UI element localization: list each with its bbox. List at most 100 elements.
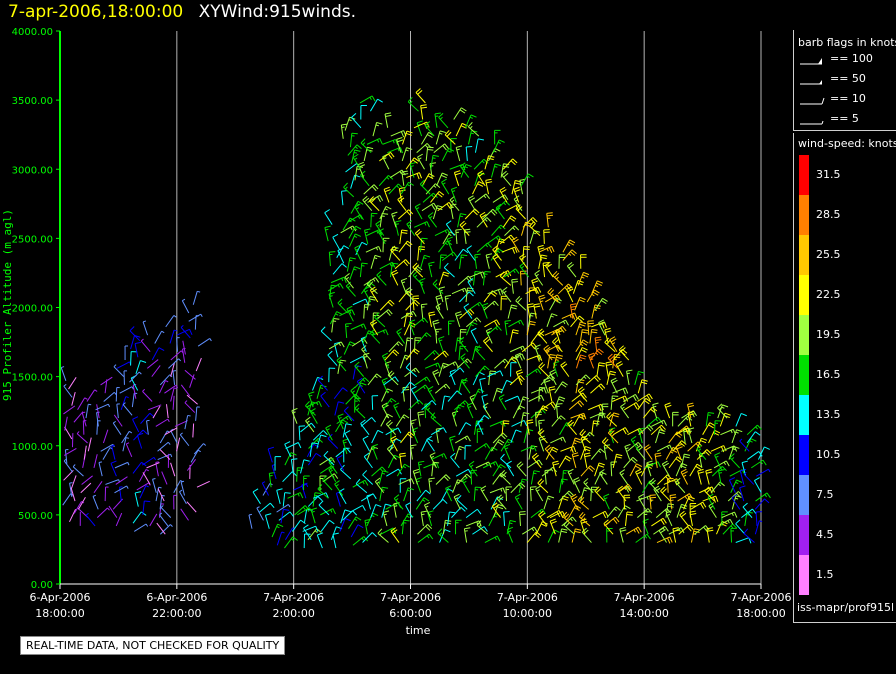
wind-barb xyxy=(490,163,502,178)
wind-barb xyxy=(546,509,563,519)
wind-barb xyxy=(71,391,76,406)
wind-barb xyxy=(563,520,575,535)
wind-barb xyxy=(64,448,69,464)
wind-barb xyxy=(483,300,499,311)
wind-barb xyxy=(464,445,472,460)
speed-swatch-label: 28.5 xyxy=(816,208,841,221)
wind-barb xyxy=(534,344,541,361)
wind-barb xyxy=(69,508,77,523)
wind-barb xyxy=(558,490,574,502)
wind-barb xyxy=(717,518,734,527)
wind-barb xyxy=(432,319,440,336)
wind-barb xyxy=(459,254,468,269)
wind-barb xyxy=(172,395,175,410)
wind-barb xyxy=(530,408,546,419)
speed-swatch-label: 4.5 xyxy=(816,528,834,541)
wind-barb xyxy=(189,374,195,388)
wind-barb xyxy=(409,161,417,178)
wind-barb xyxy=(63,383,73,398)
wind-barb xyxy=(379,261,396,270)
wind-barb xyxy=(625,526,642,535)
wind-barb xyxy=(603,493,610,510)
wind-barb xyxy=(278,511,295,521)
wind-barb xyxy=(170,462,176,477)
wind-barb xyxy=(713,420,722,435)
wind-barb xyxy=(359,262,368,278)
wind-barb xyxy=(344,273,354,289)
wind-barb xyxy=(601,403,609,419)
wind-barb xyxy=(655,429,666,444)
speed-swatch-label: 13.5 xyxy=(816,408,841,421)
wind-barb xyxy=(580,465,596,477)
wind-barb xyxy=(424,362,441,369)
wind-barb xyxy=(460,162,470,178)
wind-barb xyxy=(322,475,333,491)
wind-barb xyxy=(589,348,604,361)
wind-barb xyxy=(159,449,171,460)
wind-barb xyxy=(129,326,141,342)
wind-barb xyxy=(457,213,467,228)
wind-barb xyxy=(484,535,501,543)
wind-barb xyxy=(525,368,542,378)
wind-barb xyxy=(186,501,197,513)
wind-barb xyxy=(371,443,378,460)
wind-barb xyxy=(355,478,368,494)
wind-barb xyxy=(679,510,689,527)
wind-barb xyxy=(180,384,191,397)
wind-barb xyxy=(406,220,416,236)
wind-barb xyxy=(360,104,367,120)
wind-barb xyxy=(413,384,430,394)
wind-barb xyxy=(544,469,551,485)
wind-barb xyxy=(412,262,424,278)
wind-barb xyxy=(455,311,463,328)
wind-barb xyxy=(487,370,504,378)
speed-legend-row: 7.5 xyxy=(794,475,896,515)
wind-barb xyxy=(443,262,455,278)
x-tick-label-time: 2:00:00 xyxy=(272,607,314,620)
barb-legend-title: barb flags in knots xyxy=(798,36,896,49)
wind-barb xyxy=(184,414,191,430)
speed-swatch xyxy=(799,355,809,395)
wind-barb xyxy=(744,438,757,452)
wind-barb xyxy=(735,519,746,535)
wind-barb xyxy=(184,400,196,413)
wind-barb xyxy=(522,217,538,228)
wind-barb xyxy=(336,455,345,471)
wind-barb xyxy=(155,418,170,427)
wind-barb xyxy=(309,442,318,457)
wind-barb xyxy=(180,325,191,339)
wind-barb xyxy=(535,485,544,502)
wind-barb xyxy=(492,463,506,477)
wind-barb xyxy=(575,321,587,336)
wind-barb xyxy=(557,283,573,295)
wind-barb xyxy=(479,211,488,228)
wind-barb xyxy=(111,444,116,460)
wind-barb xyxy=(470,469,477,485)
wind-barb xyxy=(327,283,344,292)
title-time: 7-apr-2006,18:00:00 xyxy=(8,2,184,22)
wind-barb xyxy=(559,422,573,435)
wind-barb xyxy=(312,492,329,499)
wind-barb xyxy=(346,257,356,272)
wind-barb xyxy=(170,428,178,444)
wind-barb xyxy=(267,446,275,463)
wind-barb xyxy=(501,420,510,435)
wind-barb xyxy=(522,246,530,261)
wind-barb xyxy=(103,391,117,402)
wind-barb xyxy=(722,523,738,535)
wind-barb xyxy=(577,386,588,402)
wind-barb xyxy=(553,319,569,328)
wind-barb xyxy=(619,469,629,485)
wind-barb xyxy=(317,375,328,391)
wind-barb xyxy=(507,304,518,319)
wind-barb xyxy=(594,471,607,485)
wind-barb xyxy=(181,298,190,314)
wind-barb xyxy=(256,506,264,521)
wind-barb xyxy=(325,424,333,441)
wind-barb xyxy=(453,170,462,186)
wind-barb xyxy=(405,362,418,378)
wind-barb xyxy=(292,519,306,532)
wind-barb xyxy=(370,504,382,518)
wind-barb xyxy=(474,443,491,452)
wind-barb xyxy=(399,229,408,244)
